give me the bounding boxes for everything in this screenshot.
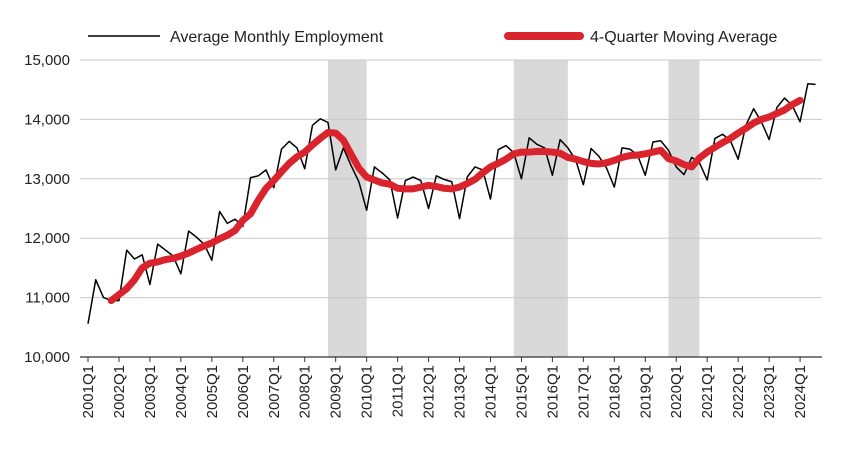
x-tick-label: 2020Q1 — [668, 365, 685, 418]
x-tick-label: 2023Q1 — [761, 365, 778, 418]
y-tick-label: 14,000 — [24, 111, 70, 128]
x-tick-label: 2005Q1 — [204, 365, 221, 418]
y-tick-label: 15,000 — [24, 52, 70, 69]
recession-shading — [327, 60, 700, 357]
y-tick-label: 13,000 — [24, 171, 70, 188]
x-tick-label: 2017Q1 — [575, 365, 592, 418]
legend: Average Monthly Employment 4-Quarter Mov… — [88, 29, 777, 46]
legend-label-employment: Average Monthly Employment — [170, 29, 384, 46]
recession-band-1 — [327, 60, 367, 357]
x-tick-label: 2014Q1 — [482, 365, 499, 418]
y-tick-label: 10,000 — [24, 349, 70, 366]
x-tick-label: 2004Q1 — [173, 365, 190, 418]
x-tick-label: 2011Q1 — [390, 365, 407, 417]
x-tick-label: 2001Q1 — [80, 365, 97, 418]
y-axis-ticks: 10,000 11,000 12,000 13,000 14,000 15,000 — [24, 52, 70, 366]
x-tick-label: 2016Q1 — [544, 365, 561, 418]
x-tick-label: 2021Q1 — [699, 365, 716, 418]
x-tick-label: 2019Q1 — [637, 365, 654, 418]
y-tick-label: 12,000 — [24, 230, 70, 247]
x-axis-ticks: 2001Q1 2002Q1 2003Q1 2004Q1 2005Q1 2006Q1 2007… — [80, 357, 809, 418]
recession-band-2 — [513, 60, 568, 357]
x-tick-label: 2009Q1 — [328, 365, 345, 418]
x-tick-label: 2018Q1 — [606, 365, 623, 418]
series-lines — [87, 83, 816, 324]
series-line-moving-average — [107, 96, 804, 305]
x-tick-label: 2022Q1 — [730, 365, 747, 418]
x-tick-label: 2008Q1 — [297, 365, 314, 418]
x-tick-label: 2003Q1 — [142, 365, 159, 418]
x-tick-label: 2002Q1 — [111, 365, 128, 418]
x-tick-label: 2010Q1 — [359, 365, 376, 418]
y-tick-label: 11,000 — [25, 290, 70, 307]
gridlines — [80, 59, 822, 358]
recession-band-3 — [668, 60, 700, 357]
x-tick-label: 2007Q1 — [266, 365, 283, 418]
x-tick-label: 2024Q1 — [792, 365, 809, 418]
x-tick-label: 2012Q1 — [421, 365, 438, 418]
x-tick-label: 2006Q1 — [235, 365, 252, 418]
x-tick-label: 2013Q1 — [452, 365, 469, 418]
x-tick-label: 2015Q1 — [513, 365, 530, 418]
legend-label-moving-average: 4-Quarter Moving Average — [590, 29, 777, 46]
